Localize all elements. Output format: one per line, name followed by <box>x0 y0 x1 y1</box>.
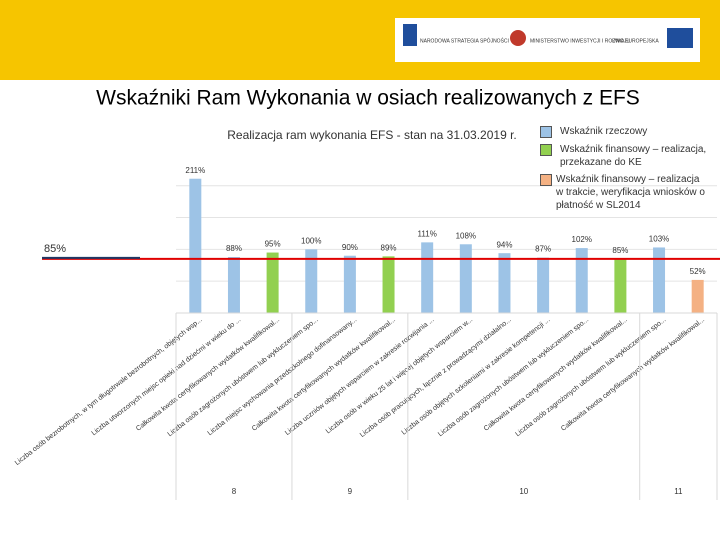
logo-icon <box>510 30 526 46</box>
x-tick-label: Całkowita kwota certyfikowanych wydatków… <box>483 316 629 432</box>
value-label: 211% <box>185 166 205 175</box>
value-label: 87% <box>535 245 551 254</box>
logo-box <box>395 18 700 62</box>
target-label: 85% <box>44 243 66 255</box>
bar <box>537 257 550 313</box>
bar <box>266 252 279 313</box>
x-tick-label: Liczba uczniów objętych wsparciem w zakr… <box>284 316 436 437</box>
bar <box>421 242 434 313</box>
legend-swatch <box>540 126 552 138</box>
bar <box>305 249 318 313</box>
x-tick-label: Liczba osób zagrożonych ubóstwem lub wyk… <box>514 316 667 438</box>
value-label: 52% <box>690 267 706 276</box>
x-tick-label: Liczba osób bezrobotnych, w tym długotrw… <box>14 316 204 466</box>
legend-label: Wskaźnik finansowy – realizacja, przekaz… <box>560 144 707 168</box>
x-tick-label: Liczba osób objętych szkoleniami w zakre… <box>401 316 552 436</box>
group-label: 11 <box>674 487 683 496</box>
x-tick-label: Całkowita kwota certyfikowanych wydatków… <box>135 316 281 432</box>
bar <box>459 244 472 313</box>
value-label: 88% <box>226 244 242 253</box>
slide-title: Wskaźniki Ram Wykonania w osiach realizo… <box>96 87 640 110</box>
value-label: 89% <box>381 243 397 252</box>
value-label: 100% <box>301 236 321 245</box>
x-tick-label: Całkowita kwota certyfikowanych wydatków… <box>251 316 397 432</box>
logo-icon <box>403 24 417 46</box>
legend-label: Wskaźnik finansowy – realizacja w trakci… <box>556 174 705 211</box>
bar <box>614 258 627 313</box>
x-tick-label: Całkowita kwota certyfikowanych wydatków… <box>560 316 706 432</box>
chart-title: Realizacja ram wykonania EFS - stan na 3… <box>227 128 517 142</box>
bar <box>575 248 588 313</box>
logo-icon <box>667 28 693 48</box>
legend-label: Wskaźnik rzeczowy <box>560 126 648 137</box>
bar <box>343 255 356 313</box>
value-label: 85% <box>612 246 628 255</box>
value-label: 90% <box>342 243 358 252</box>
x-tick-label: Liczba utworzonych miejsc opieki nad dzi… <box>91 316 243 437</box>
x-tick-label: Liczba miejsc wychowania przedszkolnego … <box>207 316 359 437</box>
bar <box>189 178 202 313</box>
group-label: 10 <box>519 487 528 496</box>
legend-swatch <box>540 174 552 186</box>
bar <box>691 279 704 313</box>
bar <box>382 256 395 313</box>
logo-text: UNIA EUROPEJSKA <box>612 38 659 44</box>
bar <box>653 247 666 313</box>
value-label: 94% <box>496 240 512 249</box>
value-label: 95% <box>265 240 281 249</box>
group-label: 9 <box>348 487 353 496</box>
value-label: 102% <box>572 235 592 244</box>
value-label: 103% <box>649 235 669 244</box>
bar <box>498 253 511 313</box>
value-label: 111% <box>418 229 437 238</box>
value-label: 108% <box>456 231 476 240</box>
logo-text: MINISTERSTWO INWESTYCJI I ROZWOJU <box>530 38 630 44</box>
legend-swatch <box>540 144 552 156</box>
logo-text: NARODOWA STRATEGIA SPÓJNOŚCI <box>420 36 509 44</box>
group-label: 8 <box>232 487 237 496</box>
bar <box>227 257 240 313</box>
x-tick-label: Liczba osób w wieku 25 lat i więcej obję… <box>325 316 474 435</box>
x-tick-label: Liczba osób zagrożonych ubóstwem lub wyk… <box>437 316 590 438</box>
x-tick-label: Liczba osób zagrożonych ubóstwem lub wyk… <box>167 316 320 438</box>
